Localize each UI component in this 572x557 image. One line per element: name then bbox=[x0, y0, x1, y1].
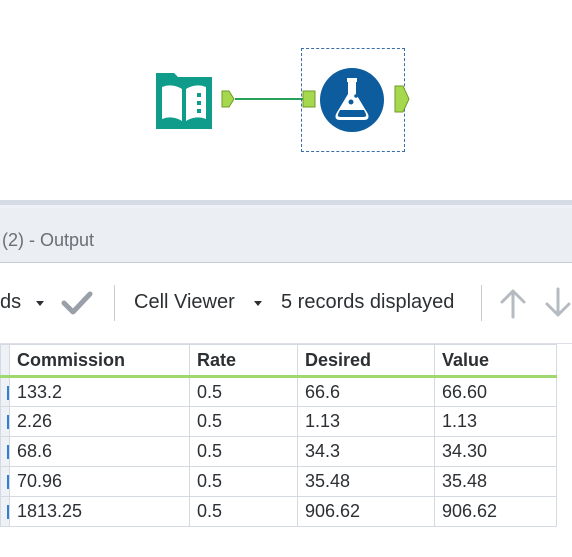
workflow-canvas[interactable] bbox=[0, 0, 572, 200]
table-cell[interactable]: 906.62 bbox=[434, 496, 557, 527]
results-grid[interactable]: Commission Rate Desired Value 133.2 0.5 … bbox=[0, 344, 572, 557]
column-header[interactable]: Desired bbox=[297, 344, 435, 378]
formula-flask-icon bbox=[320, 68, 384, 132]
row-number[interactable] bbox=[0, 376, 10, 407]
table-row[interactable]: 2.26 0.5 1.13 1.13 bbox=[0, 406, 557, 437]
table-row[interactable]: 1813.25 0.5 906.62 906.62 bbox=[0, 496, 557, 527]
results-title-bar: (2) - Output bbox=[0, 208, 572, 263]
row-number[interactable] bbox=[0, 436, 10, 467]
table-cell[interactable]: 35.48 bbox=[297, 466, 435, 497]
output-anchor-icon[interactable] bbox=[394, 85, 410, 113]
chevron-down-icon[interactable] bbox=[254, 301, 262, 306]
table-cell[interactable]: 1813.25 bbox=[9, 496, 190, 527]
table-row[interactable]: 133.2 0.5 66.6 66.60 bbox=[0, 376, 557, 407]
header-row: Commission Rate Desired Value bbox=[0, 344, 557, 378]
row-number[interactable] bbox=[0, 406, 10, 437]
toolbar-separator bbox=[114, 285, 115, 321]
pane-divider[interactable] bbox=[0, 200, 572, 205]
row-number-header bbox=[0, 344, 10, 378]
table-cell[interactable]: 0.5 bbox=[189, 466, 298, 497]
data-table: Commission Rate Desired Value 133.2 0.5 … bbox=[0, 344, 557, 527]
input-data-book-icon bbox=[156, 73, 212, 129]
input-anchor-icon[interactable] bbox=[302, 90, 316, 108]
results-pane: (2) - Output ds Cell Viewer 5 records di… bbox=[0, 200, 572, 557]
table-cell[interactable]: 0.5 bbox=[189, 436, 298, 467]
input-data-tool[interactable] bbox=[152, 69, 216, 133]
table-cell[interactable]: 0.5 bbox=[189, 376, 298, 407]
fields-dropdown-label[interactable]: ds bbox=[0, 291, 22, 313]
table-cell[interactable]: 34.30 bbox=[434, 436, 557, 467]
connection-line[interactable] bbox=[235, 98, 303, 100]
results-title: (2) - Output bbox=[2, 230, 95, 250]
table-cell[interactable]: 34.3 bbox=[297, 436, 435, 467]
table-row[interactable]: 70.96 0.5 35.48 35.48 bbox=[0, 466, 557, 497]
table-cell[interactable]: 35.48 bbox=[434, 466, 557, 497]
row-number[interactable] bbox=[0, 496, 10, 527]
table-row[interactable]: 68.6 0.5 34.3 34.30 bbox=[0, 436, 557, 467]
table-cell[interactable]: 2.26 bbox=[9, 406, 190, 437]
table-cell[interactable]: 68.6 bbox=[9, 436, 190, 467]
table-cell[interactable]: 133.2 bbox=[9, 376, 190, 407]
arrow-down-icon[interactable] bbox=[543, 287, 572, 319]
records-count: 5 records displayed bbox=[281, 291, 455, 313]
column-header[interactable]: Rate bbox=[189, 344, 298, 378]
table-cell[interactable]: 0.5 bbox=[189, 406, 298, 437]
chevron-down-icon[interactable] bbox=[36, 301, 44, 306]
table-cell[interactable]: 1.13 bbox=[434, 406, 557, 437]
table-cell[interactable]: 66.6 bbox=[297, 376, 435, 407]
results-toolbar: ds Cell Viewer 5 records displayed bbox=[0, 263, 572, 344]
table-cell[interactable]: 0.5 bbox=[189, 496, 298, 527]
output-anchor-icon[interactable] bbox=[221, 90, 235, 108]
cell-viewer-dropdown[interactable]: Cell Viewer bbox=[134, 291, 235, 313]
column-header[interactable]: Commission bbox=[9, 344, 190, 378]
table-cell[interactable]: 70.96 bbox=[9, 466, 190, 497]
formula-tool[interactable] bbox=[318, 66, 386, 134]
arrow-up-icon[interactable] bbox=[498, 287, 528, 319]
column-header[interactable]: Value bbox=[434, 344, 557, 378]
table-cell[interactable]: 1.13 bbox=[297, 406, 435, 437]
row-number[interactable] bbox=[0, 466, 10, 497]
table-cell[interactable]: 66.60 bbox=[434, 376, 557, 407]
table-cell[interactable]: 906.62 bbox=[297, 496, 435, 527]
checkmark-icon[interactable] bbox=[60, 290, 94, 316]
toolbar-separator bbox=[481, 285, 482, 321]
